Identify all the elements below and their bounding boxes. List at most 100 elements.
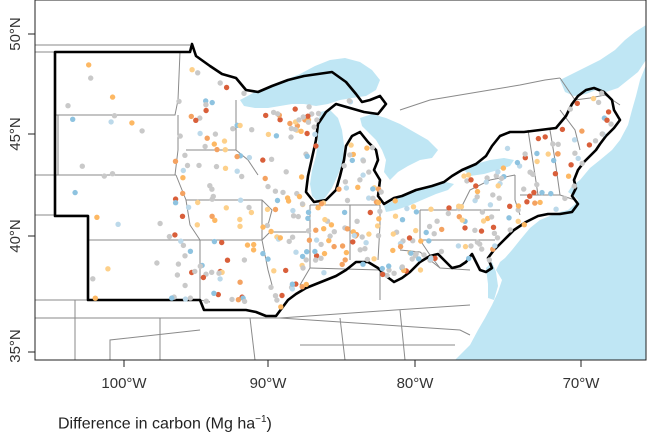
plot-point [299, 284, 305, 290]
plot-point [216, 270, 222, 276]
map-area [35, 0, 646, 360]
x-tick-label: 80°W [397, 375, 435, 392]
plot-point [494, 235, 501, 241]
plot-point [390, 231, 396, 237]
plot-point [219, 239, 225, 246]
plot-point [562, 195, 568, 202]
plot-point [484, 175, 490, 181]
x-axis-labels: 100°W 90°W 80°W 70°W [101, 375, 600, 392]
plot-point [318, 255, 324, 261]
plot-point [200, 274, 207, 281]
plot-point [321, 226, 327, 232]
plot-point [418, 238, 424, 244]
lake-ontario [464, 158, 514, 176]
plot-point [313, 237, 320, 243]
plot-point [339, 261, 345, 268]
plot-point [568, 162, 574, 168]
plot-point [548, 190, 554, 197]
plot-point [351, 232, 357, 239]
plot-point [180, 167, 186, 174]
plot-point [380, 271, 386, 278]
plot-point [375, 199, 382, 206]
plot-point [222, 165, 229, 171]
plot-point [571, 137, 578, 143]
plot-point [224, 257, 231, 263]
plot-point [572, 150, 578, 156]
plot-point [498, 175, 505, 182]
legend-caption: Difference in carbon (Mg ha−1) [58, 414, 272, 433]
plot-point [313, 253, 320, 259]
plot-point [367, 209, 373, 216]
plot-point [347, 152, 353, 158]
plot-point [175, 261, 182, 267]
plot-point [268, 284, 274, 290]
plot-point [272, 188, 279, 194]
plot-point [154, 260, 160, 266]
plot-point [366, 231, 372, 237]
plot-point [203, 102, 209, 108]
plot-point [504, 145, 511, 152]
plot-point [280, 189, 286, 196]
plot-point [377, 208, 383, 214]
plot-point [285, 198, 292, 204]
plot-point [360, 172, 366, 178]
plot-point [197, 130, 203, 137]
plot-point [455, 243, 462, 249]
plot-point [399, 264, 405, 270]
plot-point [599, 131, 605, 137]
axis-ticks [28, 33, 582, 367]
plot-point [468, 243, 474, 249]
plot-point [553, 206, 559, 212]
plot-point [327, 233, 333, 239]
plot-point [590, 95, 597, 102]
plot-point [237, 279, 243, 285]
plot-point [354, 218, 360, 224]
plot-point [212, 217, 218, 223]
plot-point [90, 276, 96, 282]
caption-superscript: −1 [255, 414, 267, 425]
plot-point [289, 286, 296, 292]
plot-point [182, 296, 189, 302]
plot-point [445, 210, 451, 217]
plot-point [265, 131, 272, 138]
plot-point [241, 257, 248, 263]
plot-point [203, 298, 209, 304]
plot-point [72, 189, 78, 196]
plot-point [507, 227, 513, 233]
plot-point [322, 216, 328, 223]
plot-point [211, 290, 217, 296]
plot-point [514, 159, 521, 166]
plot-point [304, 153, 310, 159]
plot-point [496, 195, 502, 201]
plot-point [312, 248, 318, 255]
plot-point [495, 169, 501, 175]
plot-point [480, 218, 487, 224]
plot-point [431, 231, 437, 237]
plot-point [182, 253, 188, 259]
plot-point [392, 198, 398, 204]
plot-point [187, 248, 194, 254]
plot-point [172, 200, 179, 206]
plot-point [428, 206, 434, 212]
plot-point [111, 113, 118, 119]
plot-point [426, 223, 433, 230]
y-axis-labels: 50°N 45°N 40°N 35°N [7, 17, 24, 363]
lake-huron [360, 114, 438, 180]
plot-point [491, 230, 498, 236]
plot-point [202, 143, 208, 150]
plot-point [341, 209, 348, 216]
plot-point [328, 222, 335, 228]
plot-point [274, 111, 281, 117]
plot-point [386, 263, 392, 269]
plot-point [321, 250, 328, 257]
y-tick-label: 40°N [7, 219, 24, 253]
plot-point [370, 195, 376, 201]
plot-point [374, 223, 381, 229]
plot-point [474, 239, 481, 245]
plot-point [507, 203, 513, 209]
plot-point [305, 215, 311, 221]
plot-point [215, 291, 221, 298]
plot-point [409, 256, 415, 262]
plot-point [274, 197, 281, 204]
plot-point [535, 135, 542, 142]
